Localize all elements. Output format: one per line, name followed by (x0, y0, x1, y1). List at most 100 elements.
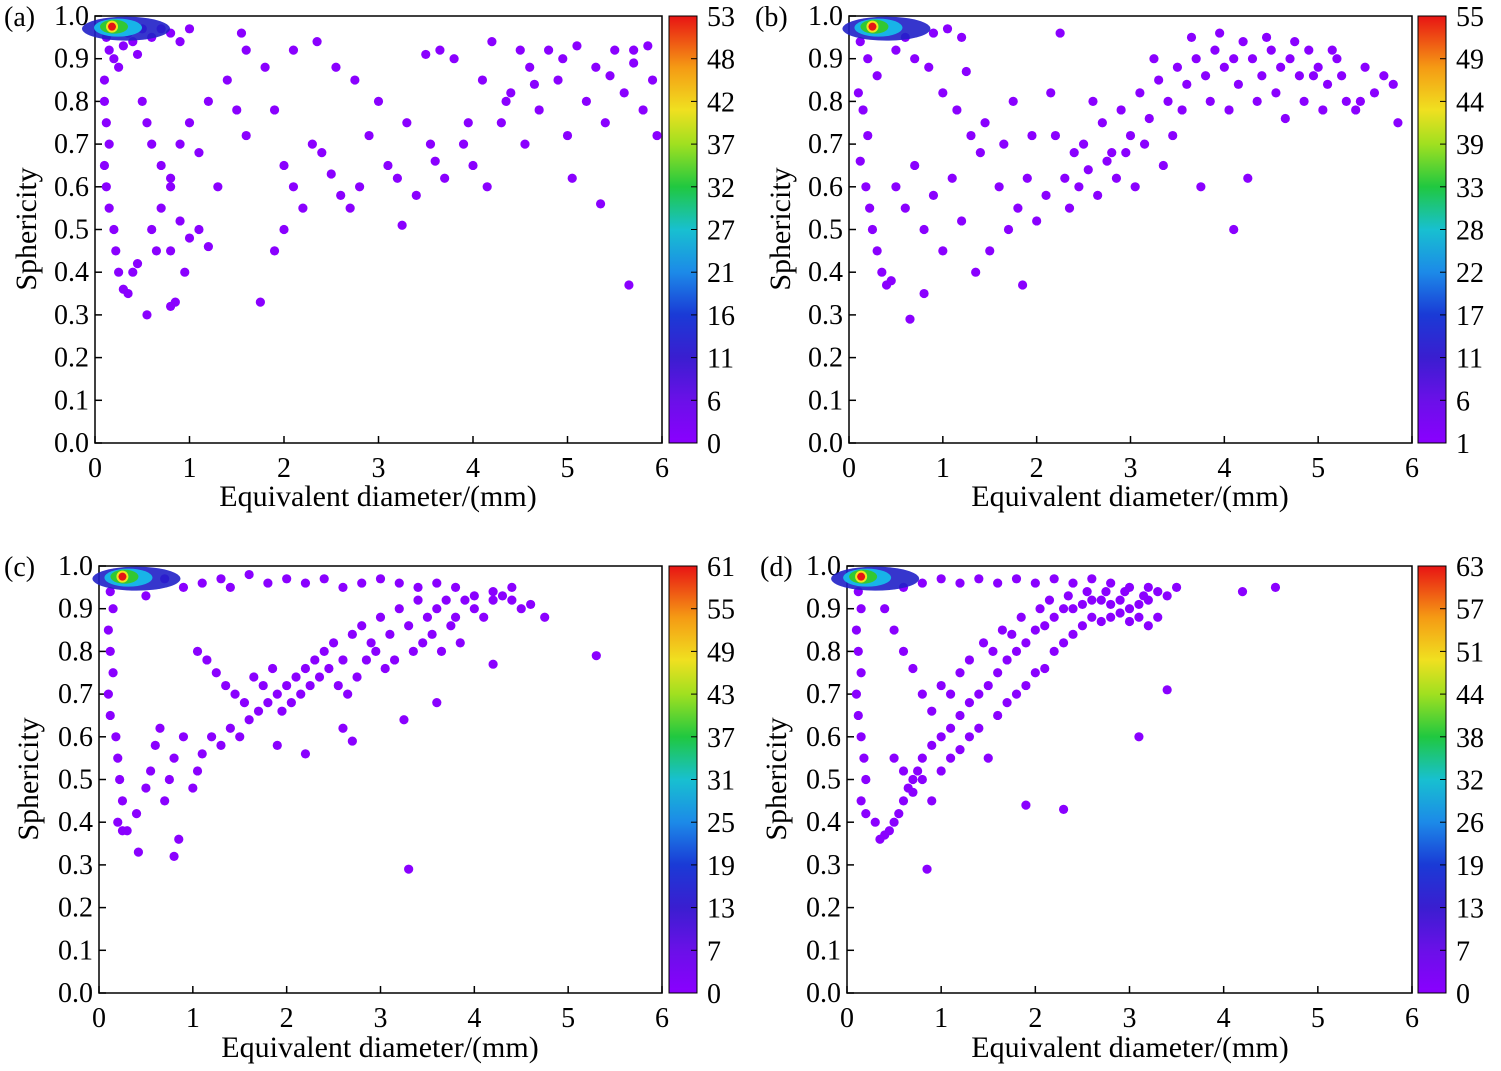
x-tick-label: 5 (1311, 1003, 1325, 1034)
data-point (898, 766, 909, 776)
y-tick-label: 0.4 (806, 807, 841, 838)
y-ticks: 0.00.10.20.30.40.50.60.70.80.91.0 (54, 1, 102, 459)
data-point (279, 160, 289, 171)
panel-b: 0 1 2 3 4 5 6 0.0 0.1 0.2 0.3 0.4 0.5 0.6 0.7 0.8 0.9 1.… (755, 1, 1484, 513)
data-point (945, 689, 956, 699)
colorbar-tick-label: 39 (1456, 130, 1484, 161)
data-point (389, 655, 400, 665)
data-point (392, 173, 402, 183)
data-point (312, 37, 322, 47)
data-point (1322, 79, 1333, 89)
data-point (310, 655, 320, 665)
data-point (1158, 160, 1168, 171)
data-point (413, 582, 423, 592)
data-point (343, 689, 353, 699)
y-tick-label: 0.9 (806, 594, 841, 625)
density-peak (868, 22, 877, 31)
data-point (366, 638, 376, 648)
colorbar-tick-label: 0 (707, 979, 721, 1010)
data-point (506, 88, 516, 98)
data-point (520, 139, 530, 149)
data-point (1124, 616, 1135, 627)
data-point (898, 646, 909, 657)
y-tick-label: 1.0 (58, 551, 93, 582)
colorbar-tick-label: 19 (707, 851, 735, 882)
data-point (446, 621, 456, 631)
x-axis-title: Equivalent diameter/(mm) (221, 1031, 538, 1064)
plot-area (848, 15, 1413, 444)
y-tick-label: 0.0 (806, 978, 841, 1009)
data-point (1121, 148, 1131, 158)
points (82, 16, 662, 320)
data-point (880, 604, 890, 614)
y-tick-label: 0.2 (58, 893, 93, 924)
y-tick-label: 1.0 (808, 1, 843, 32)
data-point (347, 629, 357, 639)
data-point (856, 732, 866, 742)
data-point (1153, 587, 1163, 597)
data-point (175, 37, 185, 47)
data-point (104, 203, 114, 213)
data-point (1082, 587, 1092, 597)
x-tick-label: 5 (561, 1003, 575, 1034)
data-point (184, 233, 195, 243)
data-point (983, 753, 993, 763)
data-point (194, 224, 204, 235)
data-point (516, 604, 526, 614)
data-point (1002, 698, 1012, 708)
data-point (855, 156, 865, 166)
colorbar-tick-label: 49 (707, 637, 735, 668)
data-point (919, 224, 929, 235)
data-point (436, 646, 447, 657)
data-point (1030, 668, 1040, 678)
data-point (468, 160, 478, 171)
y-tick-label: 0.6 (808, 172, 843, 203)
data-point (975, 148, 985, 158)
data-point (1182, 79, 1192, 89)
data-point (507, 582, 517, 592)
data-point (147, 224, 157, 235)
data-point (922, 864, 932, 874)
colorbar-tick-label: 51 (1456, 637, 1484, 668)
data-point (1327, 45, 1337, 55)
data-point (1077, 621, 1088, 631)
data-point (232, 105, 242, 115)
data-point (203, 241, 213, 252)
data-point (877, 267, 887, 277)
panel-c: 0 1 2 3 4 5 6 0.0 0.1 0.2 0.3 0.4 0.5 0.6 0.7 0.8 0.9 1.… (4, 551, 735, 1064)
data-point (889, 753, 899, 763)
data-point (1106, 612, 1116, 622)
data-point (469, 591, 479, 601)
data-point (993, 668, 1003, 678)
data-point (133, 847, 144, 857)
data-point (151, 246, 162, 256)
data-point (898, 796, 909, 806)
data-point (298, 203, 308, 213)
data-point (1021, 638, 1031, 648)
data-point (477, 75, 488, 85)
data-point (147, 139, 157, 149)
data-point (142, 118, 152, 128)
data-point (404, 864, 414, 874)
data-point (961, 66, 971, 77)
data-point (155, 723, 165, 733)
y-ticks: 0.00.10.20.30.40.50.60.70.80.91.0 (58, 551, 106, 1009)
data-point (375, 574, 386, 584)
data-point (999, 139, 1009, 149)
data-point (1058, 638, 1069, 648)
data-point (872, 71, 882, 81)
data-point (142, 310, 152, 320)
panel-label: (c) (4, 552, 35, 583)
data-point (202, 655, 212, 665)
data-point (488, 587, 498, 597)
data-point (1068, 604, 1078, 614)
data-point (282, 680, 292, 691)
data-point (1332, 54, 1342, 64)
data-point (1049, 574, 1059, 584)
data-point (1271, 88, 1281, 98)
y-tick-label: 0.8 (808, 86, 843, 117)
data-point (945, 723, 956, 733)
colorbar-tick-label: 25 (707, 808, 735, 839)
data-point (884, 826, 894, 836)
data-point (317, 148, 327, 158)
